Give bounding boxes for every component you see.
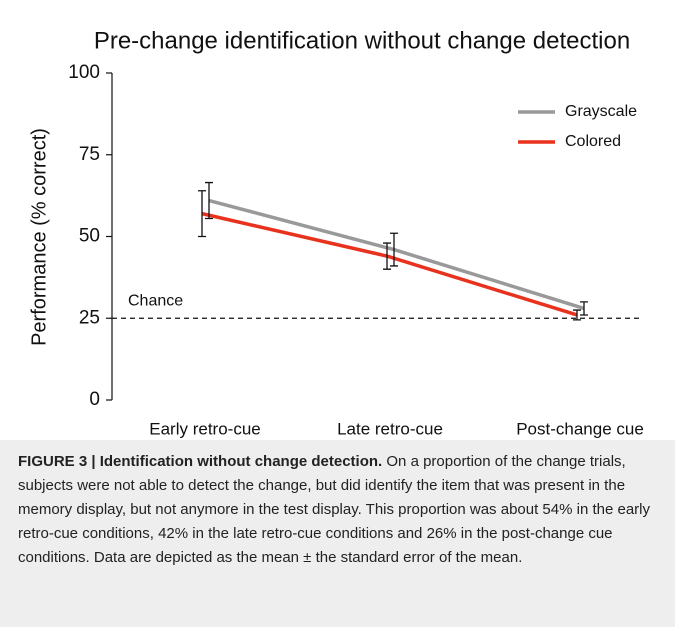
y-tick-label: 25 (79, 307, 100, 328)
legend-label: Grayscale (565, 103, 637, 120)
error-bar (580, 301, 588, 316)
error-bar (198, 190, 206, 238)
series-line (208, 198, 585, 311)
error-bar (573, 309, 581, 321)
legend-label: Colored (565, 133, 621, 150)
y-axis-label: Performance (% correct) (28, 128, 50, 346)
caption-text: On a proportion of the change trials, su… (18, 453, 650, 566)
chart: Pre-change identification without change… (28, 27, 644, 438)
y-tick-label: 100 (68, 62, 100, 83)
y-tick-label: 50 (79, 226, 100, 247)
caption-label: FIGURE 3 | Identification without change… (18, 453, 383, 470)
reference-label: Chance (128, 292, 183, 309)
x-tick-label: Early retro-cue (149, 419, 260, 438)
series-line (201, 211, 578, 317)
y-tick-label: 75 (79, 144, 100, 165)
y-tick-label: 0 (89, 389, 100, 410)
x-tick-label: Late retro-cue (337, 419, 443, 438)
error-bar (383, 242, 391, 270)
caption: FIGURE 3 | Identification without change… (0, 440, 675, 627)
error-bar (205, 181, 213, 220)
error-bar (390, 232, 398, 267)
chart-title: Pre-change identification without change… (94, 27, 630, 54)
x-tick-label: Post-change cue (516, 419, 644, 438)
